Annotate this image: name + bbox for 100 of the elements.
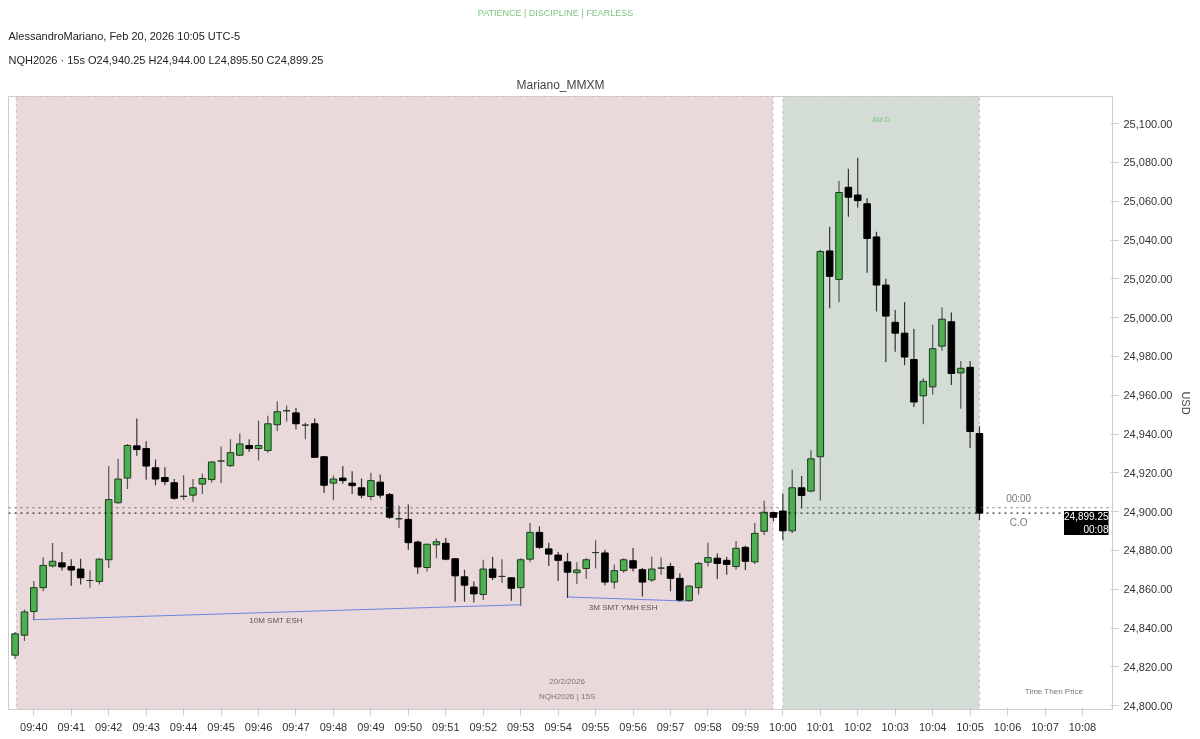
candlestick: [554, 551, 562, 582]
candlestick: [956, 360, 965, 410]
x-tick-label: 09:57: [656, 720, 685, 733]
candlestick: [488, 556, 497, 581]
annotation: 20/2/2026: [549, 677, 586, 687]
annotation: 10M SMT ESH: [249, 615, 303, 625]
y-tick-label: 24,980.00: [1123, 350, 1173, 363]
y-tick-label: 25,000.00: [1123, 311, 1173, 324]
y-tick-label: 24,880.00: [1123, 544, 1173, 557]
candlestick: [797, 475, 806, 510]
x-tick-label: 09:50: [394, 720, 423, 733]
y-tick-label: 24,900.00: [1123, 505, 1173, 518]
candlestick: [900, 301, 909, 366]
candlestick: [676, 572, 684, 603]
x-tick-label: 09:47: [282, 720, 310, 733]
candlestick: [713, 552, 722, 580]
y-tick-label: 24,940.00: [1123, 428, 1173, 441]
candlestick: [535, 525, 544, 550]
text: NQH2026 · 15s O24,940.25 H24,944.00 L24,895.50 C24,899.25: [8, 53, 324, 66]
x-tick-label: 10:06: [993, 720, 1022, 733]
candlestick: [76, 558, 85, 586]
y-axis-title: USD: [1180, 391, 1193, 415]
x-tick-label: 09:53: [506, 720, 535, 733]
x-tick-label: 09:45: [207, 720, 235, 733]
x-tick-label: 10:02: [843, 720, 872, 733]
x-tick-label: 09:42: [94, 720, 123, 733]
candlestick: [179, 474, 188, 501]
x-tick-label: 09:43: [132, 720, 160, 733]
candlestick: [666, 562, 675, 592]
chart-subtitle: PATIENCE | DISCIPLINE | FEARLESS: [477, 7, 634, 18]
x-tick-label: 09:51: [432, 720, 460, 733]
candlestick: [48, 542, 57, 569]
x-tick-label: 10:00: [769, 720, 797, 733]
y-tick-label: 25,080.00: [1123, 156, 1173, 169]
ref-line-label: 24,899.25 00:08: [1064, 510, 1109, 536]
x-tick-label: 09:55: [581, 720, 610, 733]
x-tick-label: 09:41: [57, 720, 86, 733]
text: AlessandroMariano, Feb 20, 2026 10:05 UTC-5: [8, 29, 241, 42]
y-tick-label: 25,100.00: [1123, 117, 1173, 130]
candlestick: [95, 557, 104, 586]
x-tick-label: 10:04: [918, 720, 947, 733]
x-tick-label: 10:01: [806, 720, 835, 733]
candlestick: [741, 545, 750, 571]
annotation: Time Then Price: [1024, 686, 1084, 696]
x-tick-label: 09:56: [619, 720, 647, 733]
candlestick: [657, 557, 665, 576]
y-tick-label: 24,840.00: [1123, 622, 1173, 635]
candlestick: [207, 460, 216, 484]
y-tick-label: 24,820.00: [1123, 660, 1173, 673]
candlestick: [348, 470, 356, 495]
candlestick: [844, 168, 853, 218]
candlestick: [582, 557, 590, 580]
candlestick: [648, 556, 656, 583]
candlestick: [198, 473, 207, 495]
x-tick-label: 10:05: [956, 720, 984, 733]
candlestick: [151, 458, 160, 486]
candlestick: [507, 576, 516, 602]
y-tick-label: 25,020.00: [1123, 272, 1173, 285]
chart-title: Mariano_MMXM: [516, 77, 605, 92]
annotation: 00:00: [1006, 492, 1032, 504]
x-tick-label: 09:59: [731, 720, 760, 733]
candlestick: [367, 472, 375, 501]
candlestick: [732, 540, 740, 571]
y-tick-label: 25,060.00: [1123, 195, 1173, 208]
annotation: 3M SMT YMH ESH: [588, 602, 658, 612]
candlestick: [357, 477, 366, 499]
candlestick: [563, 552, 572, 599]
x-tick-label: 09:44: [169, 720, 198, 733]
candlestick: [217, 445, 225, 484]
candlestick: [11, 631, 19, 660]
candlestick: [545, 542, 553, 567]
candlestick: [722, 556, 731, 576]
x-tick-label: 10:03: [881, 720, 909, 733]
candlestick: [189, 478, 197, 503]
x-tick-label: 09:40: [20, 720, 48, 733]
candlestick: [638, 567, 647, 598]
candlestick: [629, 547, 637, 573]
y-tick-label: 25,040.00: [1123, 234, 1173, 247]
candlestick: [853, 157, 862, 209]
x-tick-label: 10:08: [1068, 720, 1097, 733]
candlestick: [376, 473, 385, 499]
x-tick-label: 09:48: [319, 720, 348, 733]
candlestick: [329, 474, 338, 501]
x-tick-label: 09:46: [244, 720, 273, 733]
annotation: NQH2026 | 15S: [538, 691, 596, 701]
candlestick: [573, 561, 581, 585]
candlestick: [254, 420, 263, 462]
candlestick: [20, 608, 29, 642]
y-tick-label: 24,800.00: [1123, 699, 1173, 712]
candlestick: [470, 580, 478, 604]
candlestick: [704, 542, 712, 568]
x-tick-label: 09:58: [694, 720, 722, 733]
y-tick-label: 24,960.00: [1123, 389, 1173, 402]
y-tick-label: 24,860.00: [1123, 583, 1173, 596]
x-tick-label: 09:52: [469, 720, 498, 733]
candlestick: [226, 438, 235, 468]
x-tick-label: 10:07: [1031, 720, 1059, 733]
candlestick: [170, 478, 179, 501]
x-tick-label: 09:49: [357, 720, 385, 733]
candlestick: [610, 563, 619, 590]
